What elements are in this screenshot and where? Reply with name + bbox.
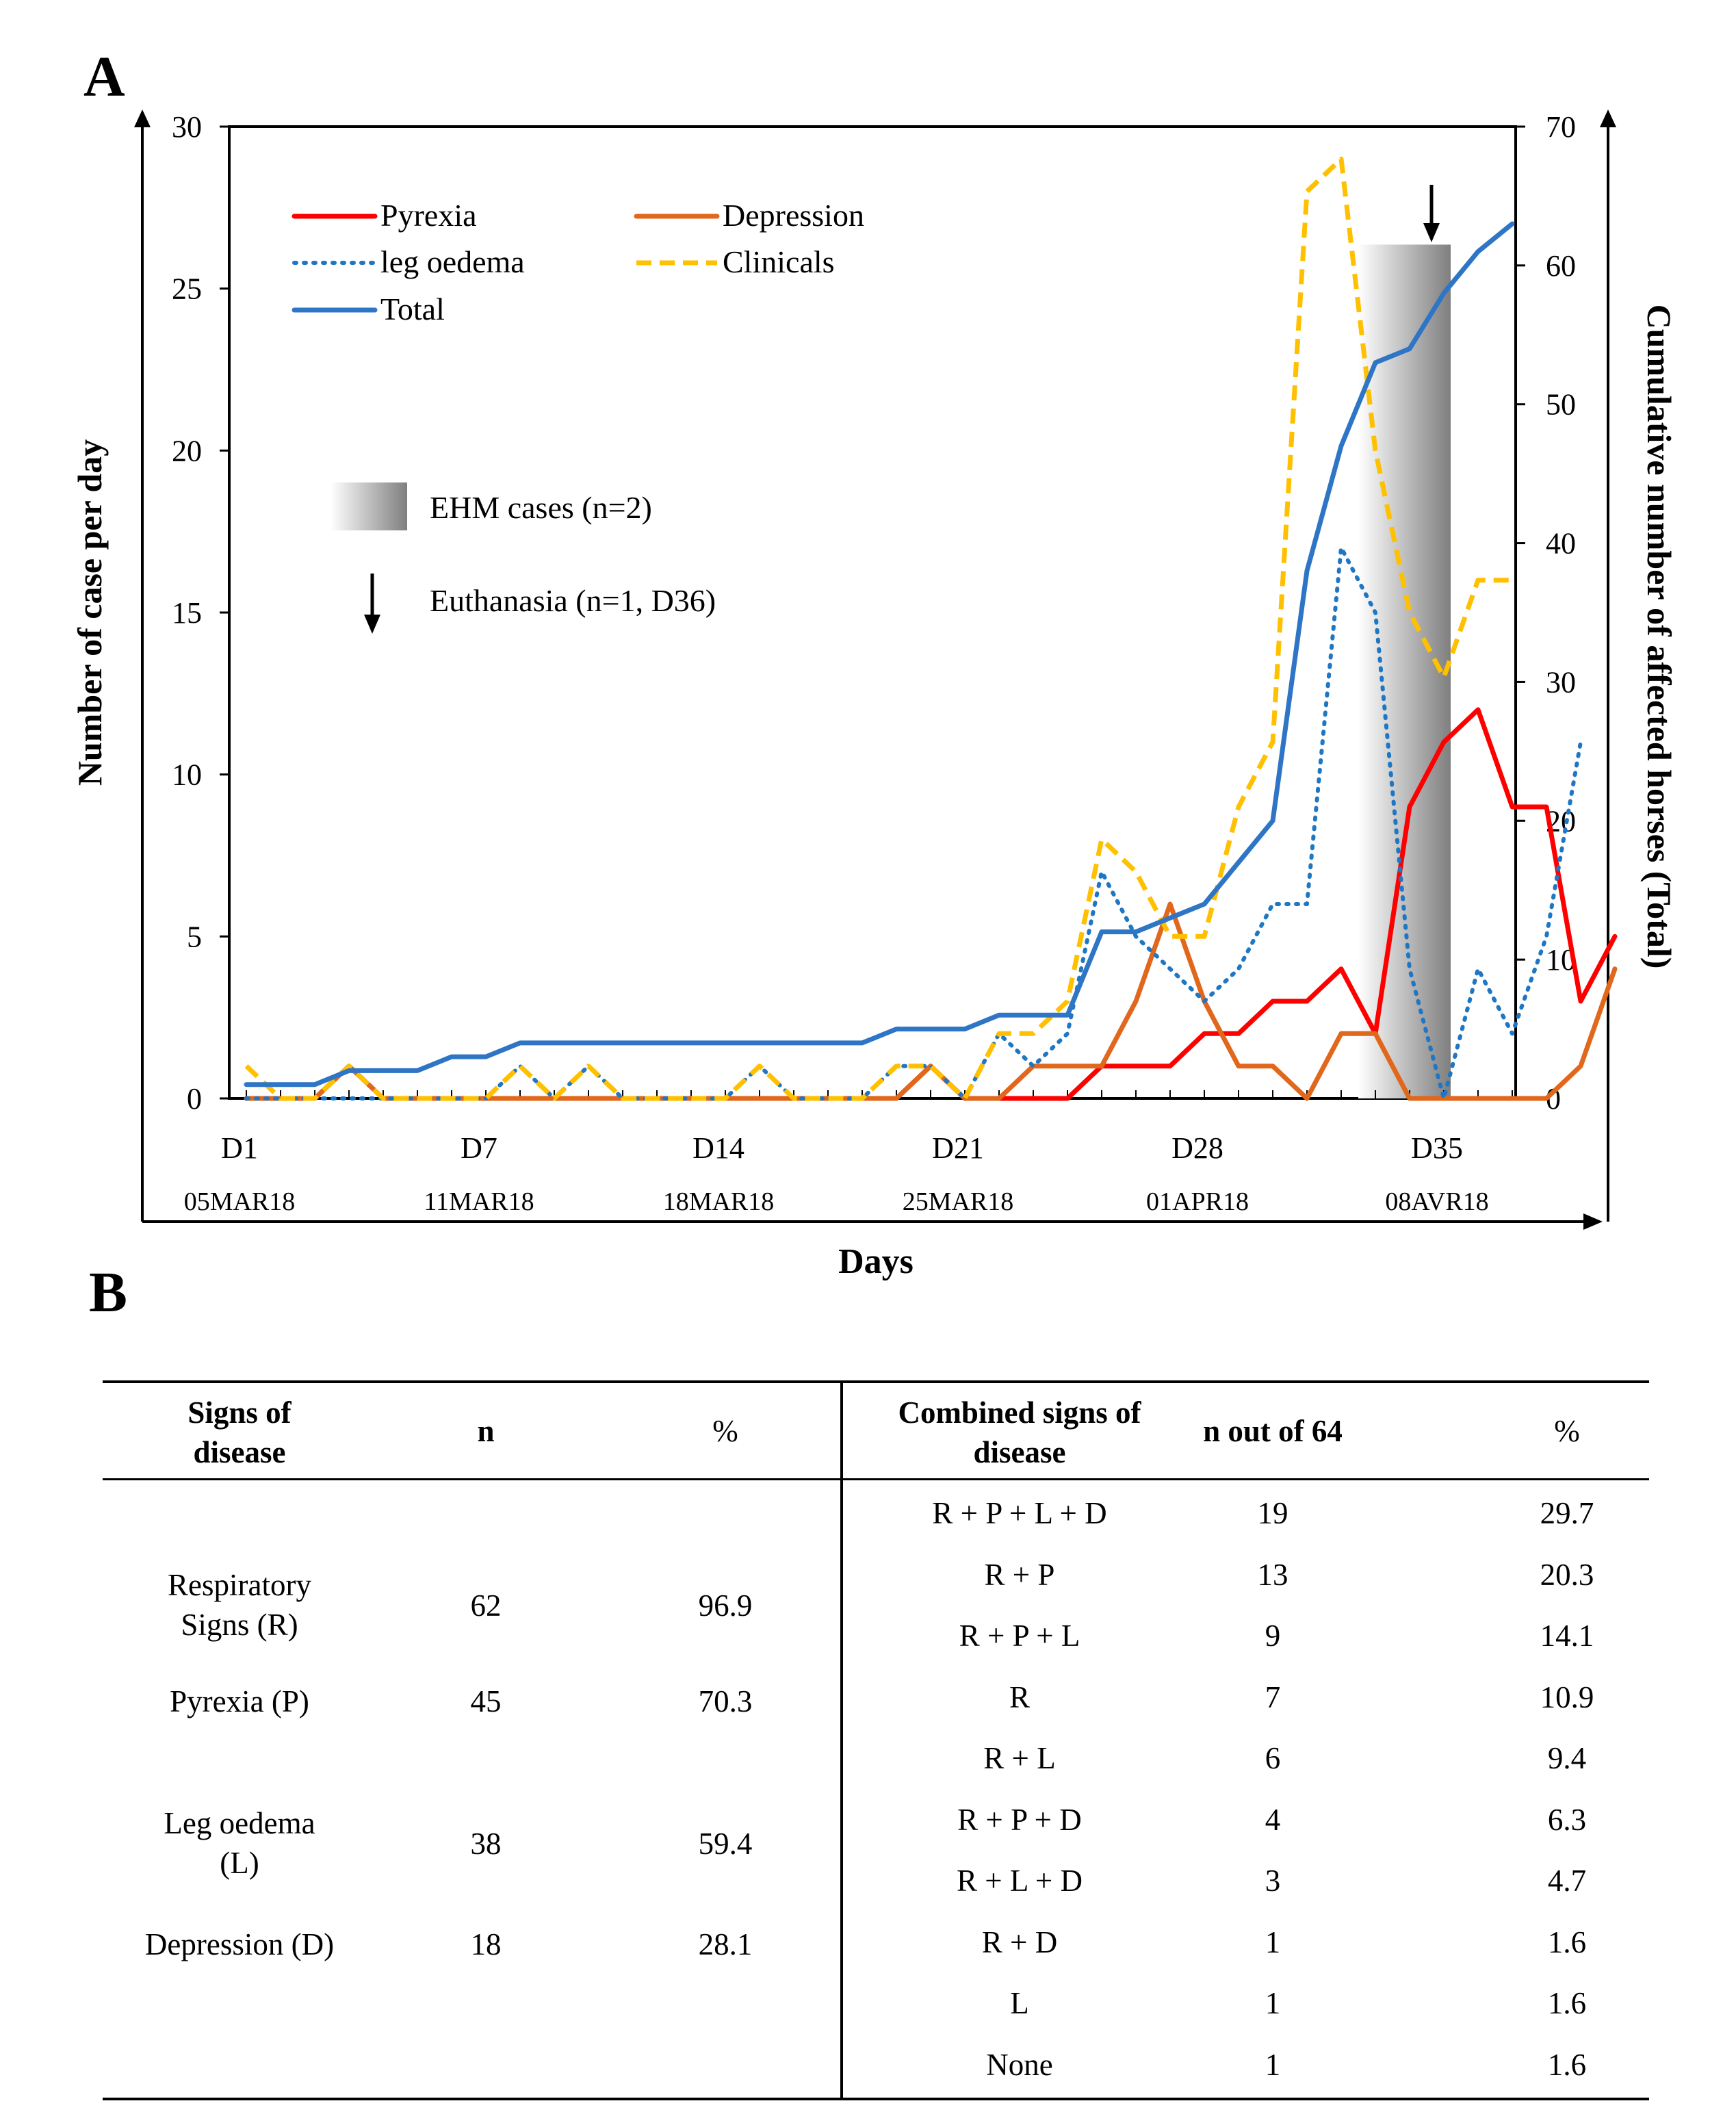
left-row-sign: Respiratory Signs (R) — [168, 1568, 311, 1642]
header-n-out-of-64: n out of 64 — [1203, 1414, 1343, 1448]
y-left-tick-label: 20 — [172, 434, 202, 467]
y-left-tick-label: 25 — [172, 272, 202, 306]
left-row-sign: Pyrexia (P) — [170, 1684, 309, 1718]
right-row-pct: 1.6 — [1547, 1924, 1587, 1959]
left-row-n: 62 — [470, 1588, 502, 1623]
header-signs-of-disease: Signs of disease — [187, 1395, 292, 1469]
right-row-n: 1 — [1265, 2047, 1281, 2082]
euthanasia-legend-arrowhead — [364, 615, 380, 634]
y-left-tick-label: 10 — [172, 758, 202, 792]
y-left-axis-title: Number of case per day — [70, 439, 109, 786]
header-combined-signs: Combined signs of disease — [898, 1395, 1141, 1469]
right-row-n: 4 — [1265, 1802, 1281, 1837]
ehm-shaded-band — [1358, 244, 1451, 1098]
right-row-combo: R + D — [981, 1924, 1058, 1959]
right-row-combo: R + P + L + D — [932, 1496, 1107, 1530]
right-row-n: 13 — [1257, 1557, 1288, 1592]
series-line-total — [244, 221, 1515, 1087]
x-tick-label: D1 — [221, 1131, 258, 1165]
left-row-n: 18 — [470, 1927, 502, 1961]
right-row-pct: 14.1 — [1540, 1619, 1594, 1653]
right-row-pct: 4.7 — [1547, 1864, 1587, 1898]
panel-b-table: Signs of disease n % Combined signs of d… — [103, 1380, 1649, 2100]
right-axis-arrowhead — [1600, 110, 1616, 127]
right-row-combo: R — [1009, 1679, 1030, 1714]
left-row-sign: Depression (D) — [144, 1927, 335, 1961]
y-left-tick-label: 5 — [187, 920, 202, 953]
left-row-sign: Leg oedema (L) — [164, 1806, 315, 1880]
y-left-tick-label: 0 — [187, 1082, 202, 1116]
right-row-combo: None — [986, 2047, 1053, 2082]
right-row-combo: L — [1010, 1986, 1029, 2020]
y-left-tick-label: 15 — [172, 596, 202, 630]
legend-label: Total — [380, 292, 445, 326]
y-right-tick-label: 30 — [1546, 665, 1576, 699]
x-tick-label: D35 — [1411, 1131, 1463, 1165]
panel-b-label: B — [89, 1261, 128, 1324]
right-row-n: 19 — [1257, 1496, 1288, 1530]
y-right-tick-label: 40 — [1546, 527, 1576, 561]
right-row-combo: R + P + L — [959, 1619, 1080, 1653]
euthanasia-arrowhead — [1423, 223, 1440, 242]
right-row-pct: 1.6 — [1547, 2047, 1587, 2082]
right-row-pct: 9.4 — [1547, 1741, 1587, 1775]
table-center-divider — [840, 1380, 843, 2100]
left-row-n: 38 — [470, 1827, 502, 1861]
x-tick-label: D14 — [692, 1131, 744, 1165]
x-tick-label: D21 — [932, 1131, 984, 1165]
x-tick-date-label: 05MAR18 — [184, 1187, 296, 1216]
x-tick-label: D28 — [1171, 1131, 1223, 1165]
right-row-pct: 6.3 — [1547, 1802, 1587, 1837]
right-row-n: 9 — [1265, 1619, 1281, 1653]
bottom-axis-arrowhead — [1583, 1213, 1603, 1230]
legend-label: Clinicals — [723, 244, 835, 279]
right-row-pct: 29.7 — [1540, 1496, 1594, 1530]
x-tick-date-label: 08AVR18 — [1385, 1187, 1488, 1216]
x-tick-date-label: 11MAR18 — [424, 1187, 534, 1216]
ehm-legend-swatch — [331, 482, 407, 530]
y-right-tick-label: 70 — [1546, 110, 1576, 144]
x-tick-date-label: 25MAR18 — [903, 1187, 1014, 1216]
right-row-combo: R + L + D — [956, 1864, 1083, 1898]
right-row-n: 7 — [1265, 1679, 1281, 1714]
left-row-pct: 96.9 — [698, 1588, 753, 1623]
right-row-n: 3 — [1265, 1864, 1281, 1898]
right-row-combo: R + P + D — [957, 1802, 1082, 1837]
right-row-combo: R + P — [984, 1557, 1055, 1592]
header-pct-right: % — [1554, 1414, 1580, 1448]
left-row-n: 45 — [470, 1684, 502, 1718]
table-bottom-rule — [103, 2098, 1649, 2100]
ehm-legend-label: EHM cases (n=2) — [430, 490, 652, 525]
series-line-clinicals — [244, 156, 1512, 1101]
x-tick-date-label: 01APR18 — [1146, 1187, 1249, 1216]
table-top-rule — [103, 1380, 1649, 1383]
left-row-pct: 59.4 — [698, 1827, 753, 1861]
legend-label: leg oedema — [380, 244, 525, 279]
right-row-pct: 20.3 — [1540, 1557, 1594, 1592]
left-row-pct: 70.3 — [698, 1684, 753, 1718]
right-row-n: 1 — [1265, 1924, 1281, 1959]
header-pct-left: % — [712, 1414, 738, 1448]
y-right-axis-title: Cumulative number of affected horses (To… — [1640, 305, 1679, 969]
euthanasia-legend-label: Euthanasia (n=1, D36) — [430, 583, 716, 618]
x-axis-title: Days — [838, 1242, 914, 1281]
y-left-tick-label: 30 — [172, 110, 202, 144]
y-right-tick-label: 60 — [1546, 249, 1576, 283]
legend-label: Pyrexia — [380, 198, 477, 233]
left-axis-arrowhead — [134, 110, 151, 127]
right-row-n: 6 — [1265, 1741, 1281, 1775]
header-n: n — [477, 1414, 495, 1448]
right-row-pct: 10.9 — [1540, 1679, 1594, 1714]
right-row-n: 1 — [1265, 1986, 1281, 2020]
x-tick-date-label: 18MAR18 — [663, 1187, 775, 1216]
y-right-tick-label: 50 — [1546, 388, 1576, 422]
right-row-combo: R + L — [983, 1741, 1056, 1775]
right-row-pct: 1.6 — [1547, 1986, 1587, 2020]
x-tick-label: D7 — [461, 1131, 497, 1165]
panel-a-label: A — [83, 45, 125, 109]
left-row-pct: 28.1 — [698, 1927, 753, 1961]
legend-label: Depression — [723, 198, 864, 233]
table-header-rule — [103, 1478, 1649, 1480]
